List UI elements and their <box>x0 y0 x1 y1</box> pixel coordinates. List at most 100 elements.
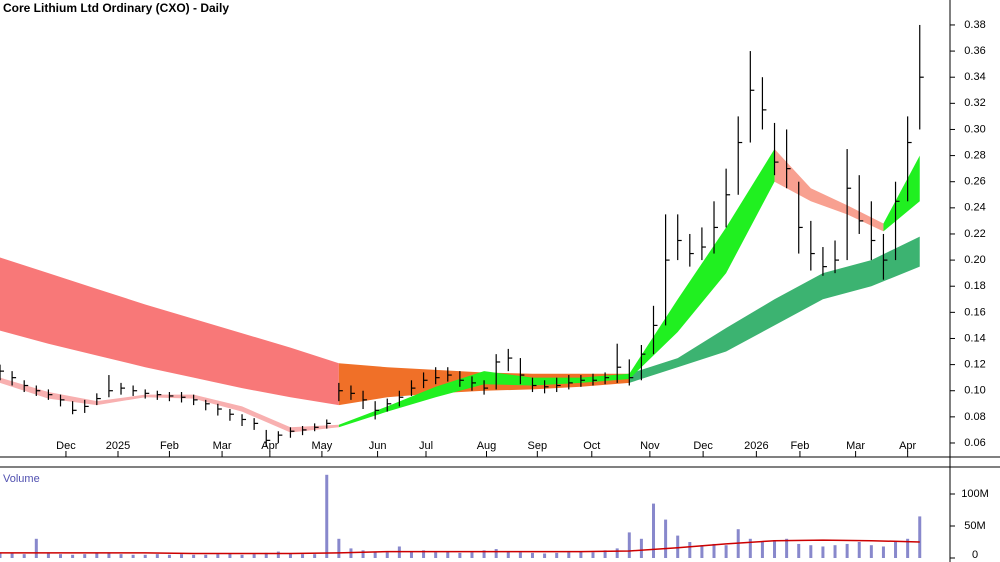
volume-bar <box>881 546 885 558</box>
volume-bar <box>313 554 317 558</box>
y-tick-label: 0.14 <box>964 332 985 344</box>
volume-bar <box>918 516 922 558</box>
volume-bar <box>446 551 450 558</box>
volume-bar <box>591 552 595 558</box>
volume-bar <box>482 550 486 558</box>
ribbon <box>774 149 884 232</box>
volume-bar <box>785 538 789 558</box>
volume-bar <box>337 538 341 558</box>
volume-bar <box>555 552 559 558</box>
volume-bar <box>530 552 534 558</box>
volume-bar <box>385 552 389 558</box>
y-tick-label: 0.32 <box>964 97 985 109</box>
volume-bar <box>422 550 426 558</box>
y-tick-label: 0.34 <box>964 71 985 83</box>
volume-bar <box>458 552 462 558</box>
x-tick-label: Feb <box>790 440 809 452</box>
volume-bar <box>0 552 2 558</box>
y-tick-label: 0.26 <box>964 176 985 188</box>
y-tick-label: 0 <box>972 549 978 561</box>
volume-bar <box>276 551 280 558</box>
volume-bar <box>361 550 365 558</box>
volume-bar <box>240 554 244 558</box>
volume-bar <box>204 554 208 558</box>
x-tick-label: Mar <box>213 440 232 452</box>
x-tick-label: Nov <box>640 440 660 452</box>
volume-title: Volume <box>3 473 40 485</box>
volume-bar <box>409 551 413 558</box>
volume-bar <box>373 551 377 558</box>
ribbon <box>883 155 920 232</box>
x-tick-label: Oct <box>583 440 600 452</box>
y-tick-label: 0.20 <box>964 254 985 266</box>
volume-bar <box>59 554 63 558</box>
volume-bar <box>567 552 571 558</box>
volume-bar <box>797 543 801 558</box>
x-tick-label: Aug <box>477 440 497 452</box>
volume-bar <box>857 542 861 558</box>
volume-bar <box>180 554 184 558</box>
y-tick-label: 0.18 <box>964 280 985 292</box>
volume-bar <box>264 552 268 558</box>
volume-bar <box>228 553 232 558</box>
volume-bar <box>700 545 704 558</box>
volume-bar <box>833 545 837 558</box>
y-tick-label: 0.38 <box>964 19 985 31</box>
volume-bar <box>579 551 583 558</box>
volume-bar <box>71 554 75 558</box>
volume-bar <box>83 554 87 558</box>
volume-bar <box>603 550 607 558</box>
x-tick-label: 2025 <box>106 440 130 452</box>
volume-bar <box>760 542 764 558</box>
ribbon <box>0 377 339 433</box>
x-tick-label: Dec <box>56 440 76 452</box>
volume-bar <box>301 554 305 558</box>
x-tick-label: 2026 <box>744 440 768 452</box>
volume-bar <box>518 552 522 558</box>
volume-bar <box>506 551 510 558</box>
volume-bar <box>22 554 26 558</box>
volume-bar <box>107 553 111 558</box>
volume-bar <box>434 552 438 558</box>
volume-bar <box>325 474 329 558</box>
volume-bar <box>288 553 292 558</box>
y-tick-label: 0.24 <box>964 202 985 214</box>
x-tick-label: Apr <box>899 440 916 452</box>
volume-bar <box>664 519 668 558</box>
volume-bar <box>845 543 849 558</box>
volume-bar <box>143 554 147 558</box>
volume-bar <box>809 545 813 558</box>
volume-bar <box>494 549 498 558</box>
volume-bar <box>627 532 631 558</box>
volume-bar <box>652 503 656 558</box>
volume-bar <box>639 538 643 558</box>
y-tick-label: 0.10 <box>964 385 985 397</box>
volume-bar <box>216 554 220 558</box>
volume-bar <box>131 554 135 558</box>
volume-bar <box>906 538 910 558</box>
y-tick-label: 0.36 <box>964 45 985 57</box>
volume-bar <box>773 540 777 558</box>
volume-bar <box>821 546 825 558</box>
volume-bar <box>95 552 99 558</box>
y-tick-label: 0.28 <box>964 149 985 161</box>
y-tick-label: 0.12 <box>964 359 985 371</box>
volume-bar <box>748 538 752 558</box>
volume-bar <box>252 554 256 558</box>
x-tick-label: Apr <box>261 440 278 452</box>
volume-bar <box>46 553 50 558</box>
volume-bar <box>543 553 547 558</box>
x-tick-label: May <box>312 440 333 452</box>
y-tick-label: 0.22 <box>964 228 985 240</box>
x-tick-label: Dec <box>693 440 713 452</box>
volume-bar <box>119 554 123 558</box>
volume-bar <box>724 545 728 558</box>
volume-bar <box>470 552 474 558</box>
volume-bar <box>615 548 619 558</box>
volume-bar <box>167 554 171 558</box>
x-tick-label: Jun <box>369 440 387 452</box>
x-tick-label: Sep <box>528 440 548 452</box>
ribbon <box>629 236 920 383</box>
volume-bar <box>676 535 680 558</box>
